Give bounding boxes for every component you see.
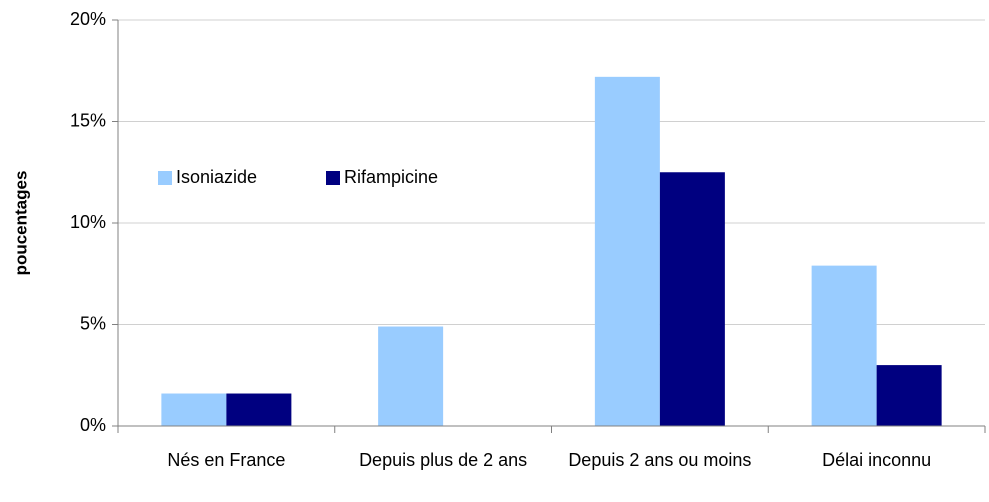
bar — [659, 172, 725, 426]
y-tick-label: 20% — [70, 9, 106, 29]
y-axis-label: poucentages — [11, 171, 30, 276]
bar — [876, 365, 942, 426]
x-tick-label: Depuis 2 ans ou moins — [568, 450, 752, 470]
bar — [226, 393, 292, 426]
legend-swatch — [158, 171, 172, 185]
legend-label: Rifampicine — [344, 167, 438, 187]
bar — [594, 76, 660, 426]
bar — [378, 326, 444, 426]
y-tick-label: 5% — [80, 313, 106, 333]
y-tick-label: 10% — [70, 212, 106, 232]
bar — [161, 393, 227, 426]
x-tick-label: Délai inconnu — [822, 450, 932, 470]
legend-label: Isoniazide — [176, 167, 257, 187]
x-tick-label: Depuis plus de 2 ans — [359, 450, 528, 470]
bar — [811, 265, 877, 426]
x-tick-label: Nés en France — [167, 450, 286, 470]
legend-swatch — [326, 171, 340, 185]
y-tick-label: 0% — [80, 415, 106, 435]
y-tick-label: 15% — [70, 110, 106, 130]
